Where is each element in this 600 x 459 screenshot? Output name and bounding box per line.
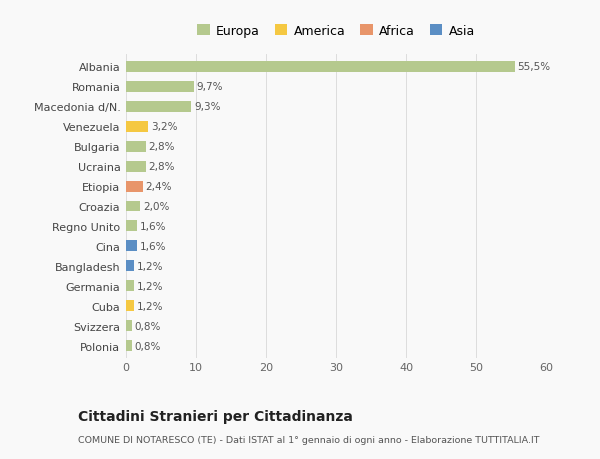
Bar: [126, 341, 131, 352]
Bar: [126, 241, 137, 252]
Bar: [126, 261, 134, 272]
Text: 2,8%: 2,8%: [148, 162, 175, 172]
Bar: [126, 301, 134, 312]
Bar: [126, 181, 143, 192]
Legend: Europa, America, Africa, Asia: Europa, America, Africa, Asia: [197, 25, 475, 38]
Text: 1,6%: 1,6%: [140, 241, 167, 252]
Text: 1,2%: 1,2%: [137, 301, 164, 311]
Text: 9,7%: 9,7%: [197, 82, 223, 92]
Text: 1,6%: 1,6%: [140, 222, 167, 231]
Bar: [126, 201, 140, 212]
Text: 1,2%: 1,2%: [137, 281, 164, 291]
Bar: [126, 321, 131, 331]
Text: 3,2%: 3,2%: [151, 122, 178, 132]
Text: 1,2%: 1,2%: [137, 261, 164, 271]
Text: Cittadini Stranieri per Cittadinanza: Cittadini Stranieri per Cittadinanza: [78, 409, 353, 423]
Bar: [126, 161, 146, 172]
Text: 9,3%: 9,3%: [194, 102, 220, 112]
Bar: [126, 121, 148, 132]
Text: 0,8%: 0,8%: [134, 341, 161, 351]
Bar: [126, 281, 134, 292]
Text: 2,8%: 2,8%: [148, 142, 175, 152]
Text: 0,8%: 0,8%: [134, 321, 161, 331]
Bar: [126, 101, 191, 112]
Text: 2,0%: 2,0%: [143, 202, 169, 212]
Bar: [126, 82, 194, 92]
Bar: [126, 62, 515, 73]
Text: 2,4%: 2,4%: [146, 182, 172, 191]
Text: 55,5%: 55,5%: [517, 62, 550, 72]
Text: COMUNE DI NOTARESCO (TE) - Dati ISTAT al 1° gennaio di ogni anno - Elaborazione : COMUNE DI NOTARESCO (TE) - Dati ISTAT al…: [78, 435, 539, 443]
Bar: [126, 221, 137, 232]
Bar: [126, 141, 146, 152]
